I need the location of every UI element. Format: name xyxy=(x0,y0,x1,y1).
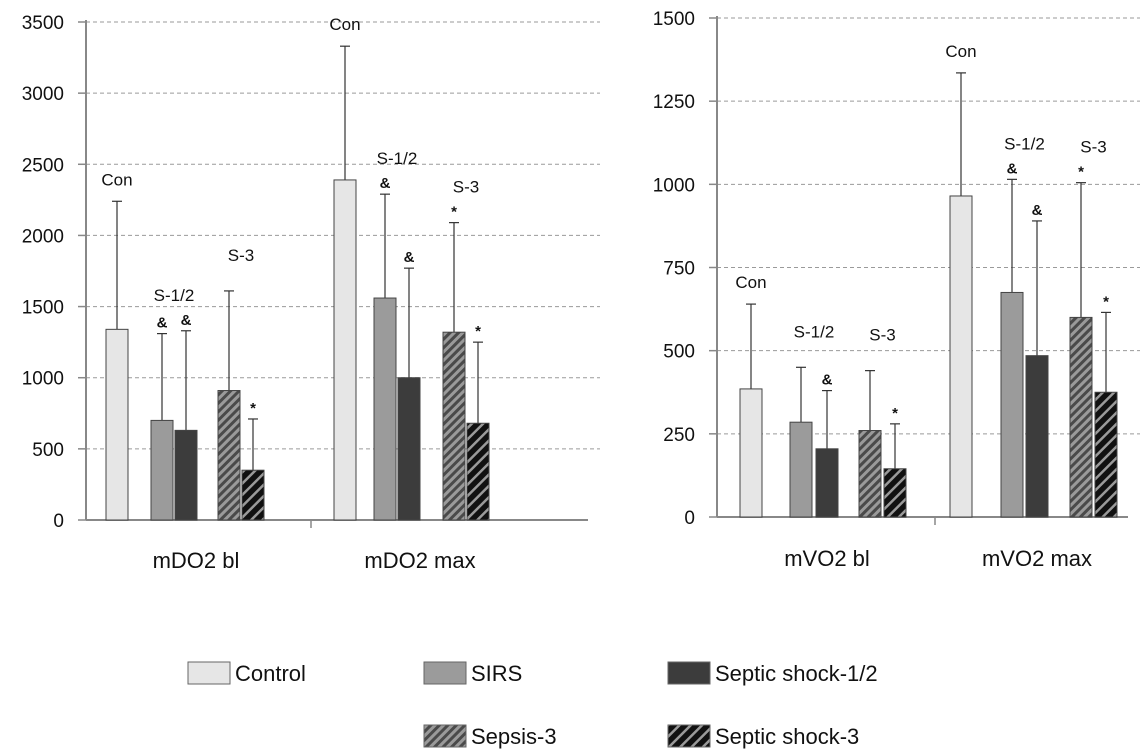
legend-swatch xyxy=(667,661,711,685)
bar xyxy=(373,297,397,521)
x-category-label: mDO2 bl xyxy=(153,548,240,573)
bar xyxy=(217,390,241,521)
x-category-label: mDO2 max xyxy=(364,548,475,573)
annotation: & xyxy=(157,315,168,332)
annotation: S-3 xyxy=(869,326,895,345)
y-tick-label: 3500 xyxy=(22,13,64,34)
legend-swatch xyxy=(423,724,467,748)
legend-label: Control xyxy=(235,661,306,686)
annotation: S-3 xyxy=(228,246,254,265)
bar xyxy=(466,422,490,521)
annotation: & xyxy=(181,312,192,329)
y-tick-label: 1250 xyxy=(653,92,695,113)
bar xyxy=(815,448,839,518)
bar xyxy=(241,469,265,521)
annotation: Con xyxy=(945,42,976,61)
annotation: S-1/2 xyxy=(154,286,195,305)
y-tick-label: 0 xyxy=(684,508,695,529)
y-tick-label: 1000 xyxy=(653,175,695,196)
bar xyxy=(1069,316,1093,518)
legend-label: SIRS xyxy=(471,661,522,686)
annotation: Con xyxy=(329,15,360,34)
annotation: S-3 xyxy=(1080,138,1106,157)
annotation: * xyxy=(475,323,481,340)
bar xyxy=(949,195,973,518)
annotation: * xyxy=(451,204,457,221)
annotation: * xyxy=(250,400,256,417)
annotation: S-1/2 xyxy=(1004,134,1045,153)
bar xyxy=(1094,391,1118,518)
y-tick-label: 2000 xyxy=(22,226,64,247)
right-panel: 0 250 500 750 1000 1250 1500 Con S-1/2 S-3 & * Con S-… xyxy=(653,9,1140,571)
bar xyxy=(789,421,813,518)
legend-label: Septic shock-1/2 xyxy=(715,661,878,686)
bar xyxy=(105,328,129,521)
legend-swatch xyxy=(667,724,711,748)
x-category-label: mVO2 max xyxy=(982,546,1092,571)
bar xyxy=(174,429,198,521)
y-tick-label: 1500 xyxy=(22,298,64,319)
y-tick-label: 3000 xyxy=(22,84,64,105)
bar xyxy=(150,419,174,521)
y-tick-label: 500 xyxy=(32,440,64,461)
y-tick-label: 1500 xyxy=(653,9,695,30)
bar xyxy=(442,331,466,521)
left-panel: 0 500 1000 1500 2000 2500 3000 3500 Con S-1/2 S-3 &… xyxy=(22,13,600,573)
legend-label: Septic shock-3 xyxy=(715,724,859,749)
legend-label: Sepsis-3 xyxy=(471,724,557,749)
y-tick-label: 500 xyxy=(663,342,695,363)
annotation: S-1/2 xyxy=(794,322,835,341)
y-tick-label: 1000 xyxy=(22,369,64,390)
y-tick-label: 0 xyxy=(53,511,64,532)
annotation: & xyxy=(380,175,391,192)
annotation: * xyxy=(1103,293,1109,310)
bar xyxy=(883,468,907,518)
legend-swatch xyxy=(423,661,467,685)
x-category-label: mVO2 bl xyxy=(784,546,870,571)
annotation: S-3 xyxy=(453,178,479,197)
annotation: & xyxy=(822,372,833,389)
annotation: S-1/2 xyxy=(377,149,418,168)
legend-swatch xyxy=(187,661,231,685)
annotation: & xyxy=(1007,160,1018,177)
bar xyxy=(397,377,421,521)
bar xyxy=(1000,291,1024,518)
y-tick-label: 2500 xyxy=(22,155,64,176)
bar xyxy=(333,179,357,521)
annotation: * xyxy=(892,405,898,422)
annotation: & xyxy=(404,249,415,266)
legend: Control SIRS Septic shock-1/2 Sepsis-3 Septi… xyxy=(187,661,878,749)
annotation: Con xyxy=(735,273,766,292)
annotation: * xyxy=(1078,164,1084,181)
bar xyxy=(1025,355,1049,518)
bar xyxy=(739,388,763,518)
bar xyxy=(858,430,882,518)
annotation: & xyxy=(1032,202,1043,219)
y-tick-label: 750 xyxy=(663,259,695,280)
annotation: Con xyxy=(101,170,132,189)
y-tick-label: 250 xyxy=(663,425,695,446)
